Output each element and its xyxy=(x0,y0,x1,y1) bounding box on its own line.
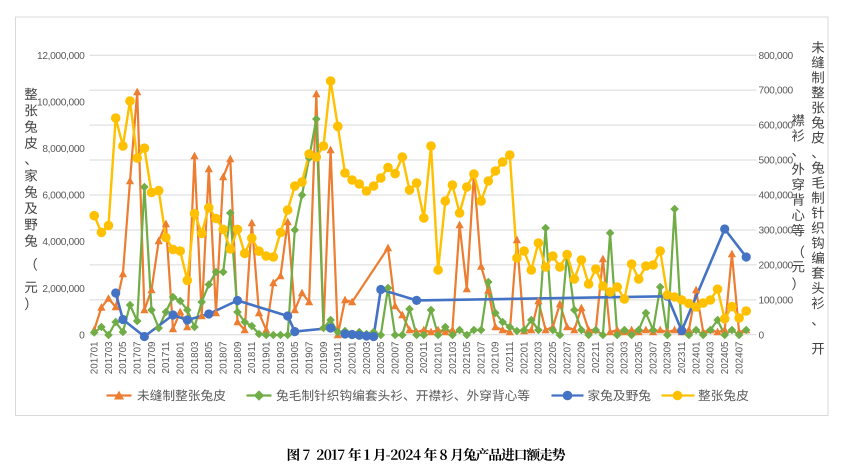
svg-text:202005: 202005 xyxy=(376,341,387,374)
svg-text:0: 0 xyxy=(759,330,765,341)
svg-text:201805: 201805 xyxy=(204,341,215,374)
svg-text:300,000: 300,000 xyxy=(759,226,794,237)
svg-text:202303: 202303 xyxy=(620,341,631,374)
svg-text:201703: 201703 xyxy=(104,341,115,374)
svg-text:201903: 201903 xyxy=(276,341,287,374)
svg-text:202009: 202009 xyxy=(405,342,416,375)
svg-text:201911: 201911 xyxy=(333,342,344,374)
svg-text:201909: 201909 xyxy=(319,342,330,375)
svg-text:202109: 202109 xyxy=(491,342,502,375)
svg-text:202007: 202007 xyxy=(390,342,401,375)
svg-text:8,000,000: 8,000,000 xyxy=(42,144,85,155)
svg-text:500,000: 500,000 xyxy=(759,156,794,167)
svg-text:400,000: 400,000 xyxy=(759,191,794,202)
svg-text:202105: 202105 xyxy=(462,341,473,374)
svg-text:202107: 202107 xyxy=(476,342,487,375)
svg-text:202001: 202001 xyxy=(347,342,358,375)
svg-text:700,000: 700,000 xyxy=(759,86,794,97)
svg-text:202401: 202401 xyxy=(691,342,702,375)
svg-text:202003: 202003 xyxy=(362,341,373,374)
svg-text:202211: 202211 xyxy=(591,342,602,374)
svg-text:201803: 201803 xyxy=(190,341,201,374)
svg-text:6,000,000: 6,000,000 xyxy=(42,191,85,202)
svg-text:600,000: 600,000 xyxy=(759,121,794,132)
svg-text:201901: 201901 xyxy=(262,342,273,375)
svg-text:202103: 202103 xyxy=(448,341,459,374)
svg-text:202205: 202205 xyxy=(548,341,559,374)
svg-text:202203: 202203 xyxy=(534,341,545,374)
svg-text:201705: 201705 xyxy=(118,341,129,374)
svg-text:2,000,000: 2,000,000 xyxy=(42,284,85,295)
svg-text:202405: 202405 xyxy=(720,341,731,374)
svg-text:201709: 201709 xyxy=(147,342,158,375)
svg-text:200,000: 200,000 xyxy=(759,261,794,272)
svg-text:202311: 202311 xyxy=(677,342,688,374)
svg-text:202403: 202403 xyxy=(706,341,717,374)
svg-text:202011: 202011 xyxy=(419,342,430,374)
svg-text:202301: 202301 xyxy=(605,342,616,375)
svg-text:12,000,000: 12,000,000 xyxy=(37,51,85,62)
svg-text:202207: 202207 xyxy=(562,342,573,375)
svg-text:201807: 201807 xyxy=(219,342,230,375)
svg-text:202101: 202101 xyxy=(433,342,444,375)
svg-text:201701: 201701 xyxy=(90,342,101,375)
svg-text:202309: 202309 xyxy=(663,342,674,375)
svg-text:201809: 201809 xyxy=(233,342,244,375)
svg-text:201711: 201711 xyxy=(161,342,172,374)
svg-text:10,000,000: 10,000,000 xyxy=(37,97,85,108)
svg-text:100,000: 100,000 xyxy=(759,296,794,307)
svg-text:201907: 201907 xyxy=(304,342,315,375)
svg-text:201811: 201811 xyxy=(247,342,258,374)
svg-text:0: 0 xyxy=(79,330,85,341)
svg-text:800,000: 800,000 xyxy=(759,51,794,62)
svg-text:202305: 202305 xyxy=(634,341,645,374)
svg-text:201801: 201801 xyxy=(176,342,187,375)
svg-text:202307: 202307 xyxy=(648,342,659,375)
svg-text:201905: 201905 xyxy=(290,341,301,374)
svg-text:202201: 202201 xyxy=(519,342,530,375)
svg-text:202209: 202209 xyxy=(577,342,588,375)
svg-text:202407: 202407 xyxy=(734,342,745,375)
svg-text:201707: 201707 xyxy=(133,342,144,375)
svg-text:4,000,000: 4,000,000 xyxy=(42,237,85,248)
svg-text:202111: 202111 xyxy=(505,342,516,373)
